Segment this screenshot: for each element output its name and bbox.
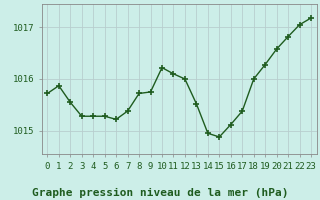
Text: Graphe pression niveau de la mer (hPa): Graphe pression niveau de la mer (hPa)	[32, 188, 288, 198]
